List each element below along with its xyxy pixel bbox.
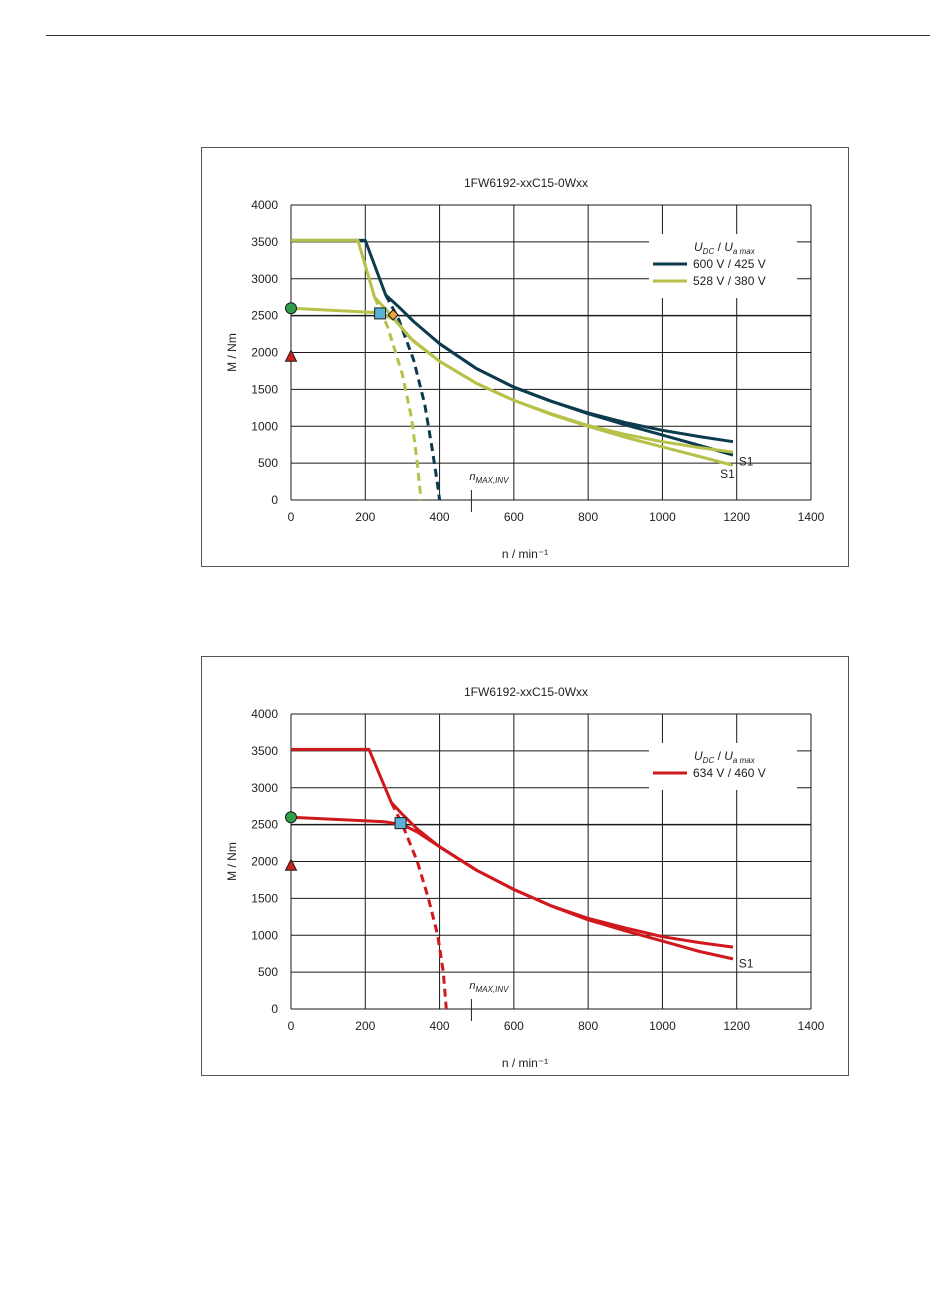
series-line-2 <box>384 294 442 501</box>
legend-title: UDC / Ua max <box>694 240 756 256</box>
y-tick-label: 3500 <box>251 744 278 758</box>
x-tick-label: 1000 <box>649 510 676 524</box>
y-tick-label: 4000 <box>251 707 278 721</box>
legend-title-part: / <box>714 240 724 254</box>
x-axis-label: n / min⁻¹ <box>502 1056 548 1070</box>
nmax-main: n <box>469 980 475 992</box>
x-tick-label: 200 <box>355 1019 375 1033</box>
legend-title-part: U <box>694 240 703 254</box>
x-tick-label: 1200 <box>723 510 750 524</box>
top-rule <box>46 35 930 36</box>
marker-circle <box>285 302 297 315</box>
x-tick-label: 1400 <box>798 1019 825 1033</box>
marker-triangle <box>284 349 298 362</box>
legend-title-part: a max <box>733 756 756 765</box>
chart-title: 1FW6192-xxC15-0Wxx <box>464 176 588 190</box>
chart-panel-1: 1FW6192-xxC15-0Wxx 0 200 400 600 800 1000 1200 1… <box>201 147 849 567</box>
chart-panel-2: 1FW6192-xxC15-0Wxx 0 200 400 600 800 1000 1200 1… <box>201 656 849 1076</box>
legend-title-part: a max <box>733 247 756 256</box>
y-tick-label: 0 <box>271 493 278 507</box>
y-tick-label: 1500 <box>251 891 278 905</box>
x-tick-label: 800 <box>578 510 598 524</box>
nmax-label: nMAX,INV <box>469 980 509 994</box>
legend-box <box>649 234 797 298</box>
marker-circle <box>285 811 297 824</box>
s1-label: S1 <box>720 467 735 481</box>
marker-square <box>374 307 387 320</box>
series-line-1 <box>438 342 734 457</box>
y-axis-label: M / Nm <box>225 333 239 372</box>
legend-title-part: / <box>714 749 724 763</box>
y-tick-label: 2000 <box>251 346 278 360</box>
x-tick-label: 200 <box>355 510 375 524</box>
y-tick-label: 4000 <box>251 198 278 212</box>
legend-title-part: U <box>694 749 703 763</box>
s1-label: S1 <box>739 956 754 970</box>
chart-1: 1FW6192-xxC15-0Wxx 0 200 400 600 800 1000 1200 1… <box>225 176 825 561</box>
x-tick-label: 0 <box>288 510 295 524</box>
y-tick-label: 3000 <box>251 781 278 795</box>
x-tick-label: 600 <box>504 510 524 524</box>
series-line-4 <box>290 306 734 467</box>
y-tick-label: 3500 <box>251 235 278 249</box>
nmax-main: n <box>469 471 475 483</box>
x-tick-label: 400 <box>430 1019 450 1033</box>
legend-box <box>649 743 797 790</box>
legend-entry-label: 528 V / 380 V <box>693 274 766 288</box>
marker-diamond <box>387 309 399 321</box>
y-tick-label: 2000 <box>251 855 278 869</box>
legend-title-part: U <box>724 240 733 254</box>
y-axis-label: M / Nm <box>225 842 239 881</box>
x-tick-label: 600 <box>504 1019 524 1033</box>
nmax-label: nMAX,INV <box>469 471 509 485</box>
nmax-sub: MAX,INV <box>476 985 510 994</box>
y-tick-label: 2500 <box>251 309 278 323</box>
y-tick-label: 1500 <box>251 382 278 396</box>
legend-entry-label: 600 V / 425 V <box>693 257 766 271</box>
y-tick-label: 500 <box>258 456 278 470</box>
y-tick-label: 3000 <box>251 272 278 286</box>
legend-entry-label: 634 V / 460 V <box>693 766 766 780</box>
x-tick-label: 400 <box>430 510 450 524</box>
x-tick-label: 800 <box>578 1019 598 1033</box>
x-tick-label: 0 <box>288 1019 295 1033</box>
series-line-5 <box>373 296 423 501</box>
chart-title: 1FW6192-xxC15-0Wxx <box>464 685 588 699</box>
y-tick-label: 1000 <box>251 928 278 942</box>
y-tick-label: 2500 <box>251 818 278 832</box>
x-axis-label: n / min⁻¹ <box>502 547 548 561</box>
y-tick-label: 500 <box>258 965 278 979</box>
legend-title-part: DC <box>703 756 715 765</box>
legend-title-part: U <box>724 749 733 763</box>
x-tick-label: 1200 <box>723 1019 750 1033</box>
y-tick-label: 0 <box>271 1002 278 1016</box>
s1-label: S1 <box>739 455 754 469</box>
legend-title: UDC / Ua max <box>694 749 756 765</box>
y-tick-label: 1000 <box>251 419 278 433</box>
chart-2: 1FW6192-xxC15-0Wxx 0 200 400 600 800 1000 1200 1… <box>225 685 825 1070</box>
marker-square <box>394 817 407 830</box>
marker-triangle <box>284 858 298 871</box>
legend-title-part: DC <box>703 247 715 256</box>
x-tick-label: 1000 <box>649 1019 676 1033</box>
x-tick-label: 1400 <box>798 510 825 524</box>
nmax-sub: MAX,INV <box>476 476 510 485</box>
